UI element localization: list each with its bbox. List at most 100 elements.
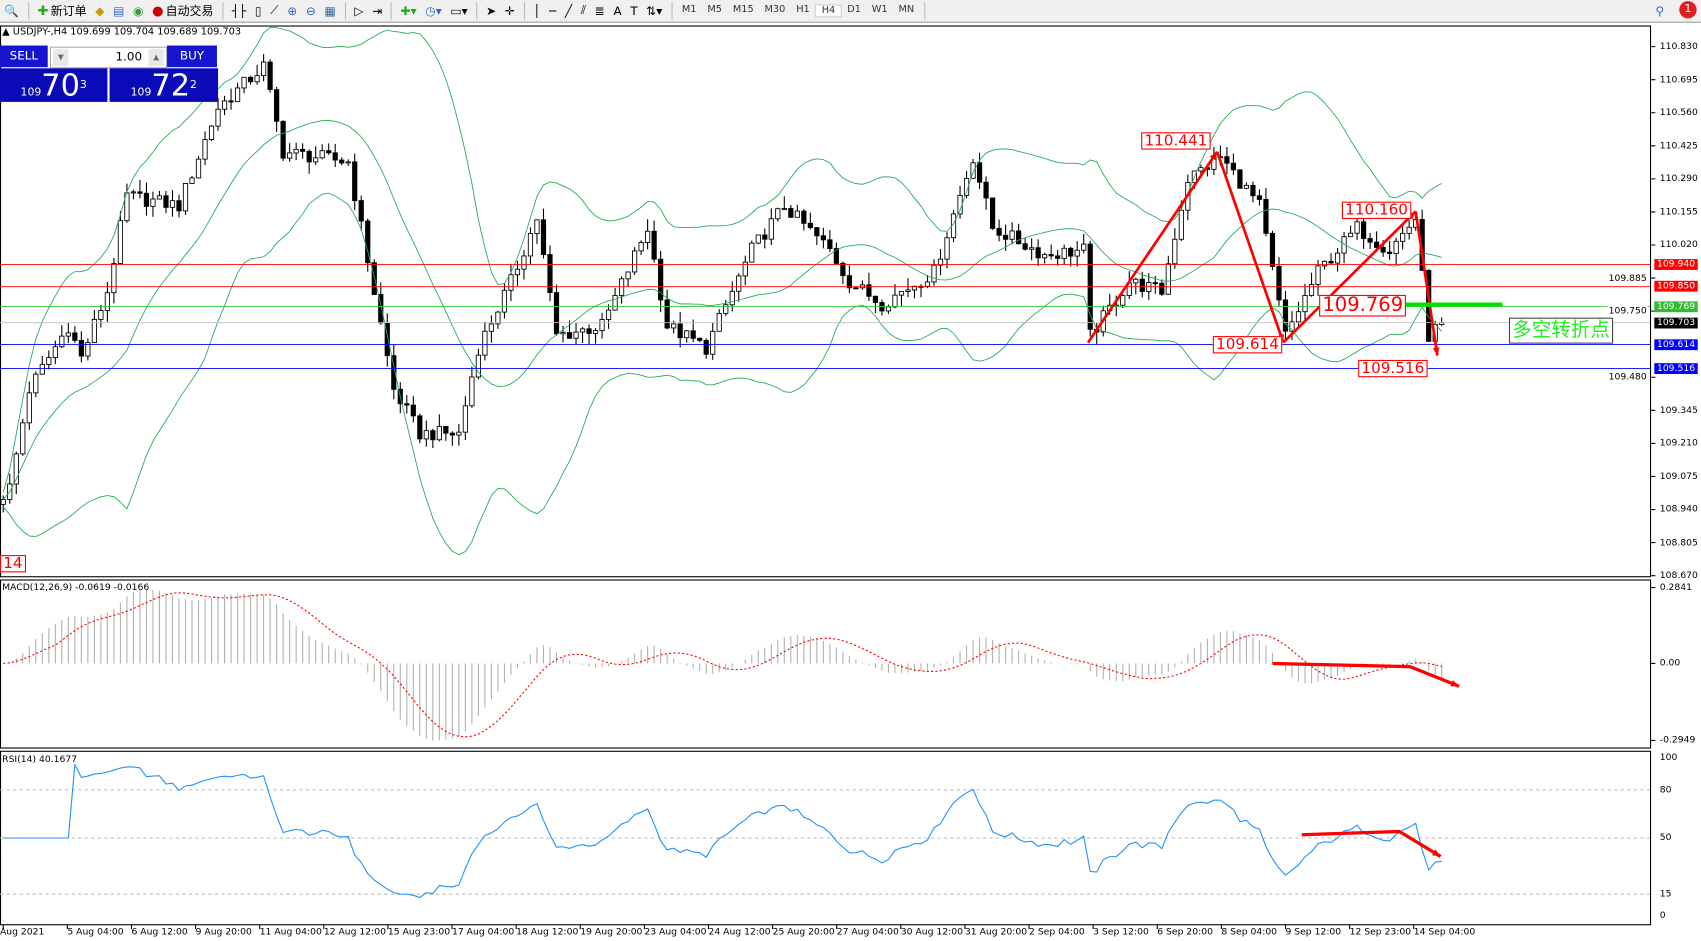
bull-candle [527,233,534,257]
bear-candle [72,332,78,341]
text-icon[interactable]: A [613,3,622,18]
bear-candle [976,162,983,183]
decrease-lot-button[interactable]: ▼ [53,48,69,67]
auto-trading-button[interactable]: ● 自动交易 [149,1,217,21]
sell-price[interactable]: 109703 [0,67,108,103]
periods-icon[interactable]: ◷▾ [425,3,442,18]
bull-candle [1347,232,1354,238]
rsi-axis-label: 100 [1659,752,1678,764]
indicators-icon[interactable]: ✚▾ [400,3,417,18]
bull-candle [1354,221,1360,234]
crosshair-icon[interactable]: ✛ [504,3,515,18]
timeframe-m5[interactable]: M5 [707,4,722,16]
buy-price-main: 72 [151,67,191,103]
timeframe-w1[interactable]: W1 [871,4,888,16]
timeframe-mn[interactable]: MN [898,4,915,16]
bear-candle [1282,299,1289,332]
bull-candle [885,306,892,312]
price-annotation-high2: 110.160 [1341,201,1412,219]
signal-icon[interactable]: ◉ [133,3,144,18]
bull-candle [534,219,540,234]
text-label-icon[interactable]: T [630,3,638,18]
sell-price-main: 70 [41,67,80,103]
timeframe-m1[interactable]: M1 [681,4,697,16]
bull-candle [1289,321,1295,332]
sell-button[interactable]: SELL [0,45,48,68]
pivot-text-box: 多空转折点 [1508,317,1614,344]
chart-shift-icon[interactable]: ⇥ [372,3,383,18]
bear-candle [690,330,696,339]
buy-button[interactable]: BUY [167,45,217,68]
price-axis-label: 110.695 [1659,74,1698,86]
arrows-icon[interactable]: ⇅▾ [646,3,663,18]
bear-candle [358,200,364,222]
bear-candle [566,332,573,339]
zoom-out-icon[interactable]: ⊖ [305,3,316,18]
bull-candle [287,152,293,159]
timeframe-h1[interactable]: H1 [796,4,810,16]
timeframe-m30[interactable]: M30 [764,4,786,16]
lot-stepper[interactable]: ▼ 1.00 ▲ [49,46,168,69]
vertical-line-icon[interactable]: │ [533,3,541,18]
bear-candle [814,227,820,237]
notification-badge[interactable]: 1 [1679,1,1697,19]
bull-candle [169,200,176,208]
bull-candle [241,76,247,89]
price-annotation-high1: 110.441 [1141,132,1211,150]
search-icon[interactable]: 🔍 [4,3,20,18]
timeframe-h4[interactable]: H4 [815,4,842,18]
bull-candle [234,87,241,103]
tile-windows-icon[interactable]: ▦ [324,3,336,18]
macd-pane-border [0,579,1652,749]
line-chart-icon[interactable]: ⟋ [270,3,279,18]
channel-icon[interactable]: ⫽ [580,3,587,18]
bear-candle [371,262,377,295]
trendline-icon[interactable]: ╱ [564,3,573,18]
candlestick-icon[interactable]: ▯ [254,3,262,18]
bear-candle [410,404,416,417]
chart-canvas[interactable] [0,23,1701,941]
buy-price-prefix: 109 [130,86,152,99]
bull-candle [501,289,508,313]
time-axis-label: 18 Aug 12:00 [516,926,579,938]
rsi-arrow-head [1432,849,1441,857]
divider [344,2,346,20]
bull-candle [104,292,110,311]
timeframe-d1[interactable]: D1 [847,4,861,16]
time-axis-label: Aug 2021 [0,926,45,938]
timeframe-m15[interactable]: M15 [732,4,754,16]
time-axis-label: 14 Sep 04:00 [1413,926,1476,938]
bear-candle [326,150,332,154]
bull-candle [345,161,351,164]
autoscroll-icon[interactable]: ▷ [354,3,364,18]
horizontal-line-icon[interactable]: ─ [549,3,557,18]
zoom-in-icon[interactable]: ⊕ [287,3,298,18]
bear-candle [801,210,807,224]
templates-icon[interactable]: ▭▾ [450,3,468,18]
arrow-up-2-head [1407,211,1416,220]
increase-lot-button[interactable]: ▲ [148,48,164,67]
cursor-icon[interactable]: ➤ [486,3,497,18]
new-order-button[interactable]: ✚ 新订单 [34,1,89,21]
time-axis-label: 12 Sep 23:00 [1349,926,1412,938]
bear-candle [697,337,703,341]
time-axis-label: 12 Aug 12:00 [323,926,387,938]
bar-chart-icon[interactable]: ┤├ [231,3,247,18]
bull-candle [775,208,781,220]
arrow-up-1 [1086,151,1219,344]
rsi-arrow [1301,829,1442,858]
main-pane-border [0,25,1652,578]
fibonacci-icon[interactable]: ≣ [594,3,605,18]
buy-price[interactable]: 109722 [109,67,219,103]
divider [27,2,29,20]
navigator-icon[interactable]: ◆ [95,3,105,18]
terminal-icon[interactable]: ▤ [113,3,125,18]
bull-candle [645,230,651,243]
bear-candle [703,339,709,355]
divider [390,2,392,20]
bear-candle [352,161,358,202]
lot-input[interactable]: 1.00 [115,49,143,64]
bear-candle [866,284,872,297]
bull-candle [293,148,299,154]
search-icon[interactable]: ⚲ [1655,3,1665,18]
